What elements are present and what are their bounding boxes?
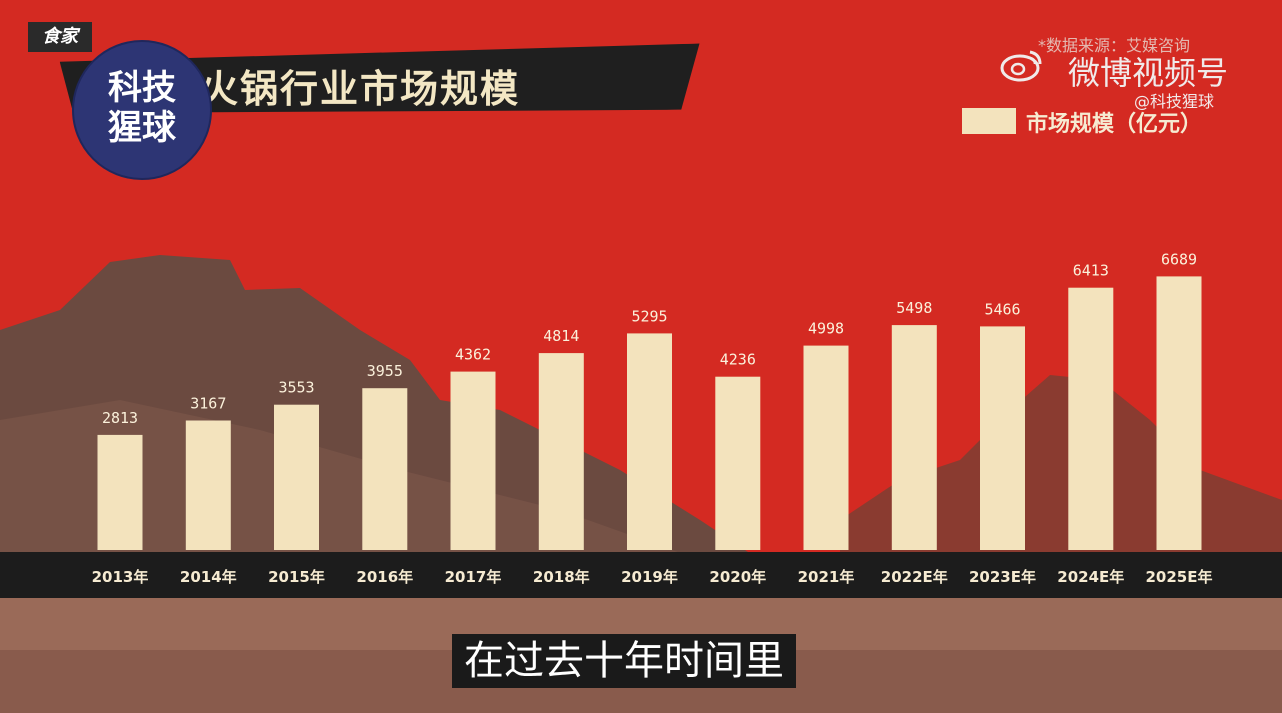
value-label: 3167 (190, 395, 226, 413)
bar-2015年 (274, 404, 319, 550)
bar-2025E年 (1156, 276, 1202, 550)
weibo-platform-label: 微博视频号 (1068, 54, 1229, 92)
corner-logo: 食家 (28, 22, 92, 52)
bar-2024E年 (1068, 287, 1114, 550)
video-subtitle: 在过去十年时间里 (464, 638, 784, 684)
subtitle-box: 在过去十年时间里 (452, 634, 796, 688)
value-label: 3955 (367, 362, 403, 380)
x-tick-label: 2023E年 (969, 568, 1036, 586)
x-tick-label: 2017年 (445, 568, 502, 586)
bar-2022E年 (891, 325, 937, 550)
legend-label: 市场规模（亿元） (1026, 112, 1203, 137)
account-handle: @科技猩球 (1134, 92, 1215, 111)
value-label: 2813 (102, 409, 138, 427)
x-tick-label: 2019年 (621, 568, 678, 586)
x-tick-label: 2013年 (92, 568, 149, 586)
value-label: 4998 (808, 320, 844, 338)
x-tick-labels-group: 2013年 2014年 2015年 2016年 2017年 2018年 2019年 2020年… (92, 568, 1213, 586)
value-label: 5498 (896, 299, 932, 317)
data-source-note: *数据来源：艾媒咨询 (1038, 36, 1191, 55)
x-axis-band (0, 552, 1282, 598)
x-tick-label: 2022E年 (881, 568, 948, 586)
bar-2023E年 (980, 326, 1025, 550)
x-tick-label: 2021年 (798, 568, 855, 586)
x-tick-label: 2024E年 (1057, 568, 1124, 586)
x-tick-label: 2016年 (356, 568, 413, 586)
value-label: 6689 (1161, 250, 1197, 268)
x-tick-label: 2018年 (533, 568, 590, 586)
value-label: 5466 (984, 300, 1020, 318)
value-label: 4236 (720, 351, 756, 369)
bar-2014年 (185, 420, 231, 550)
bar-2020年 (715, 376, 761, 550)
bar-2019年 (627, 333, 672, 550)
x-tick-label: 2020年 (709, 568, 766, 586)
bar-2013年 (97, 434, 143, 550)
bar-2016年 (362, 388, 408, 550)
brand-logo-circle: 科技 猩球 (72, 40, 212, 180)
x-tick-label: 2025E年 (1146, 568, 1213, 586)
value-label: 4362 (455, 346, 491, 364)
legend-swatch (962, 108, 1016, 134)
value-label: 3553 (278, 379, 314, 397)
bars-group (97, 276, 1202, 550)
bar-2018年 (538, 353, 584, 550)
value-label: 5295 (631, 307, 667, 325)
weibo-logo-icon (1000, 50, 1042, 82)
x-tick-label: 2015年 (268, 568, 325, 586)
bar-2021年 (803, 345, 849, 550)
value-labels-group: 2813 3167 3553 3955 4362 4814 5295 4236 4998 5498… (102, 250, 1197, 427)
bar-2017年 (450, 371, 496, 550)
value-label: 6413 (1073, 262, 1109, 280)
value-label: 4814 (543, 327, 579, 345)
x-tick-label: 2014年 (180, 568, 237, 586)
chart-title: 火锅行业市场规模 (200, 67, 521, 111)
left-mountain-shade (0, 400, 700, 600)
brand-logo-text: 科技 猩球 (108, 68, 176, 148)
